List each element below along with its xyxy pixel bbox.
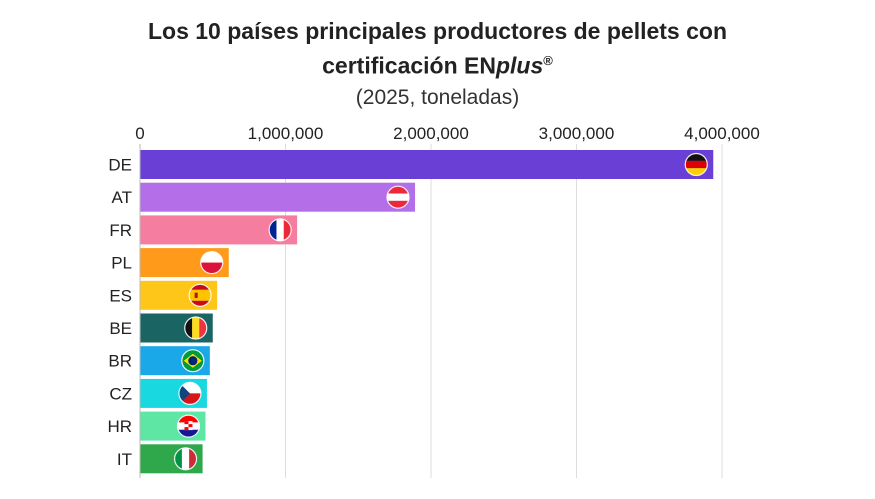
spain-flag-icon <box>188 283 212 307</box>
bar-at <box>140 182 415 212</box>
chart-subtitle: (2025, toneladas) <box>355 86 520 109</box>
x-tick-label: 4,000,000 <box>684 124 760 143</box>
chart-title-line2-text: certificación <box>322 52 465 79</box>
category-label: FR <box>109 221 132 240</box>
category-label: HR <box>107 417 132 436</box>
enplus-brand-en: EN <box>464 52 496 79</box>
registered-mark: ® <box>543 53 553 68</box>
germany-flag-icon <box>684 152 708 177</box>
belgium-flag-icon <box>184 316 208 340</box>
category-label: DE <box>108 156 132 175</box>
x-tick-label: 3,000,000 <box>539 124 615 143</box>
category-label: IT <box>117 450 132 469</box>
bar-de <box>140 150 714 179</box>
chart-title-line2: certificación ENplus® <box>0 46 875 81</box>
category-label: BR <box>108 352 132 371</box>
category-label: PL <box>111 254 132 273</box>
x-tick-label: 2,000,000 <box>393 124 469 143</box>
chart-title: Los 10 países principales productores de… <box>0 16 875 81</box>
poland-flag-icon <box>200 251 224 275</box>
austria-flag-icon <box>386 185 410 209</box>
category-label: BE <box>109 319 132 338</box>
enplus-brand-plus: plus <box>495 52 544 79</box>
czechia-flag-icon <box>178 381 202 405</box>
x-tick-label: 0 <box>135 124 144 143</box>
brazil-flag-icon <box>181 349 205 373</box>
croatia-flag-icon <box>176 414 201 438</box>
italy-flag-icon <box>173 447 198 471</box>
category-label: ES <box>109 286 132 305</box>
category-label: AT <box>112 188 132 207</box>
category-label: CZ <box>109 384 132 403</box>
france-flag-icon <box>268 218 292 242</box>
x-tick-label: 1,000,000 <box>248 124 324 143</box>
chart-title-line1: Los 10 países principales productores de… <box>147 18 728 44</box>
